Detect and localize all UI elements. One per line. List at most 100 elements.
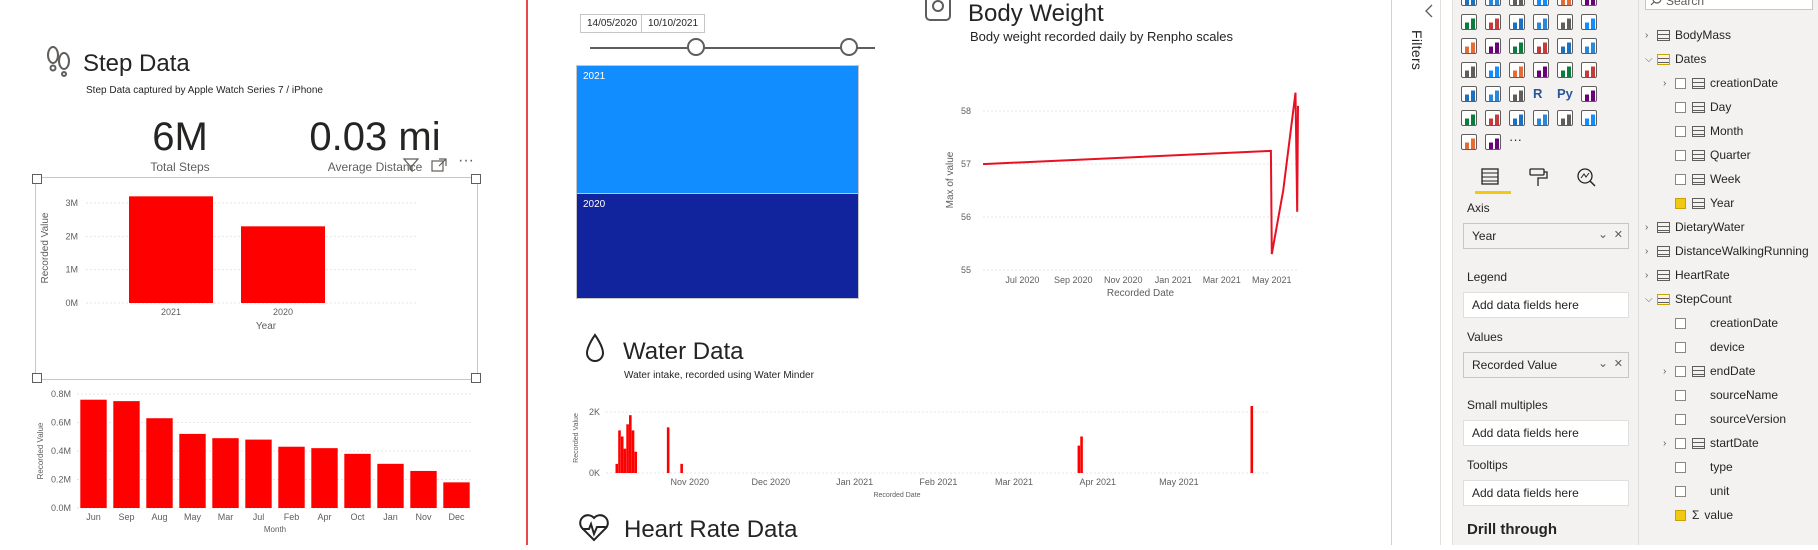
expand-chevron-icon[interactable]: › (1645, 221, 1649, 233)
field-item[interactable]: Month (1645, 119, 1817, 143)
field-checkbox[interactable] (1675, 461, 1686, 473)
field-item[interactable]: sourceName (1645, 383, 1817, 407)
tooltips-well[interactable]: Add data fields here (1463, 480, 1629, 506)
field-checkbox[interactable] (1675, 341, 1686, 353)
resize-handle-bottom-right[interactable] (471, 373, 481, 383)
100-bar-icon[interactable] (1557, 0, 1573, 6)
values-well-field[interactable]: Recorded Value ⌄ ✕ (1463, 352, 1629, 378)
axis-well-field[interactable]: Year ⌄ ✕ (1463, 223, 1629, 249)
field-checkbox[interactable] (1675, 101, 1686, 113)
multi-row-card-icon[interactable] (1557, 62, 1573, 78)
arcgis-icon[interactable] (1461, 134, 1477, 150)
filter-icon[interactable] (402, 157, 420, 173)
field-item[interactable]: › endDate (1645, 359, 1817, 383)
field-checkbox[interactable] (1675, 197, 1686, 209)
more-options-icon[interactable]: ··· (458, 152, 474, 169)
table-item[interactable]: › DietaryWater (1645, 215, 1817, 239)
stacked-area-icon[interactable] (1509, 14, 1525, 30)
fields-search-box[interactable]: Search (1645, 0, 1813, 10)
table-item[interactable]: ⌵ Dates (1645, 47, 1817, 71)
field-item[interactable]: type (1645, 455, 1817, 479)
expand-chevron-icon[interactable]: › (1663, 437, 1667, 449)
remove-field-icon[interactable]: ✕ (1613, 229, 1623, 241)
field-item[interactable]: Day (1645, 95, 1817, 119)
filters-collapse-icon[interactable] (1424, 4, 1434, 18)
filled-map-icon[interactable] (1485, 62, 1501, 78)
field-checkbox[interactable] (1675, 365, 1686, 377)
more-visuals-icon[interactable]: ··· (1509, 132, 1522, 147)
donut-chart-icon[interactable] (1557, 38, 1573, 54)
field-checkbox[interactable] (1675, 173, 1686, 185)
table-item[interactable]: › HeartRate (1645, 263, 1817, 287)
image-icon[interactable] (1485, 134, 1501, 150)
body-weight-visual[interactable]: 55 56 57 58 Jul 2020 Sep 2020 Nov 2020 Jan 2021… (943, 80, 1343, 300)
field-checkbox[interactable] (1675, 125, 1686, 137)
collapse-chevron-icon[interactable]: ⌵ (1645, 293, 1653, 305)
smart-narrative-icon[interactable] (1509, 110, 1525, 126)
card-icon[interactable] (1533, 62, 1549, 78)
chevron-down-icon[interactable]: ⌄ (1597, 356, 1608, 370)
chevron-down-icon[interactable]: ⌄ (1597, 227, 1608, 241)
water-visual[interactable]: 0K 2K Nov 2020 Dec 2020 Jan 2021 Feb 2021 Mar … (568, 395, 1308, 500)
clustered-bar-icon[interactable] (1485, 0, 1501, 6)
resize-handle-top-right[interactable] (471, 174, 481, 184)
line-column-icon[interactable] (1533, 14, 1549, 30)
field-checkbox[interactable] (1675, 149, 1686, 161)
field-item[interactable]: Year (1645, 191, 1817, 215)
field-checkbox[interactable] (1675, 389, 1686, 401)
expand-chevron-icon[interactable]: › (1645, 269, 1649, 281)
fields-well-icon[interactable] (1479, 166, 1501, 188)
resize-handle-bottom-left[interactable] (32, 373, 42, 383)
slicer-end-handle[interactable] (840, 38, 858, 56)
table-item[interactable]: › BodyMass (1645, 23, 1817, 47)
expand-chevron-icon[interactable]: › (1645, 29, 1649, 41)
pie-chart-icon[interactable] (1533, 38, 1549, 54)
expand-chevron-icon[interactable]: › (1663, 77, 1667, 89)
analytics-magnifier-icon[interactable] (1575, 166, 1597, 188)
focus-mode-icon[interactable] (430, 157, 448, 173)
table-icon[interactable] (1485, 86, 1501, 102)
power-apps-icon[interactable] (1557, 110, 1573, 126)
resize-handle-top-left[interactable] (32, 174, 42, 184)
field-checkbox[interactable] (1675, 485, 1686, 497)
kpi-icon[interactable] (1581, 62, 1597, 78)
slicer-start-date[interactable]: 14/05/2020 (580, 14, 645, 33)
steps-by-year-visual[interactable]: 0M 1M 2M 3M 2021 2020 Year Recorded Value (32, 174, 481, 383)
year-tile-2020[interactable]: 2020 (576, 193, 859, 299)
filters-label[interactable]: Filters (1409, 30, 1425, 71)
table-item[interactable]: › DistanceWalkingRunning (1645, 239, 1817, 263)
stacked-bar-icon[interactable] (1461, 0, 1477, 6)
slicer-icon[interactable] (1461, 86, 1477, 102)
line-clustered-icon[interactable] (1557, 14, 1573, 30)
scatter-icon[interactable] (1509, 38, 1525, 54)
expand-chevron-icon[interactable]: › (1663, 365, 1667, 377)
field-checkbox[interactable] (1675, 509, 1686, 521)
treemap-icon[interactable] (1581, 38, 1597, 54)
table-item[interactable]: ⌵ StepCount (1645, 287, 1817, 311)
field-checkbox[interactable] (1675, 413, 1686, 425)
small-multiples-well[interactable]: Add data fields here (1463, 420, 1629, 446)
100-column-icon[interactable] (1581, 0, 1597, 6)
field-item[interactable]: creationDate (1645, 311, 1817, 335)
field-item[interactable]: Week (1645, 167, 1817, 191)
map-icon[interactable] (1461, 62, 1477, 78)
clustered-column-icon[interactable] (1533, 0, 1549, 6)
field-item[interactable]: Quarter (1645, 143, 1817, 167)
r-visual-icon[interactable]: R (1533, 86, 1543, 101)
key-influencers-icon[interactable] (1581, 86, 1597, 102)
slicer-end-date[interactable]: 10/10/2021 (641, 14, 706, 33)
field-item[interactable]: › startDate (1645, 431, 1817, 455)
field-checkbox[interactable] (1675, 317, 1686, 329)
waterfall-icon[interactable] (1461, 38, 1477, 54)
matrix-icon[interactable] (1509, 86, 1525, 102)
stacked-column-icon[interactable] (1509, 0, 1525, 6)
line-chart-icon[interactable] (1461, 14, 1477, 30)
paginated-report-icon[interactable] (1533, 110, 1549, 126)
field-item[interactable]: sourceVersion (1645, 407, 1817, 431)
slicer-start-handle[interactable] (687, 38, 705, 56)
format-paint-roller-icon[interactable] (1527, 166, 1549, 188)
ribbon-chart-icon[interactable] (1581, 14, 1597, 30)
collapse-chevron-icon[interactable]: ⌵ (1645, 53, 1653, 65)
average-distance-card[interactable]: 0.03 mi Average Distance (295, 115, 455, 174)
